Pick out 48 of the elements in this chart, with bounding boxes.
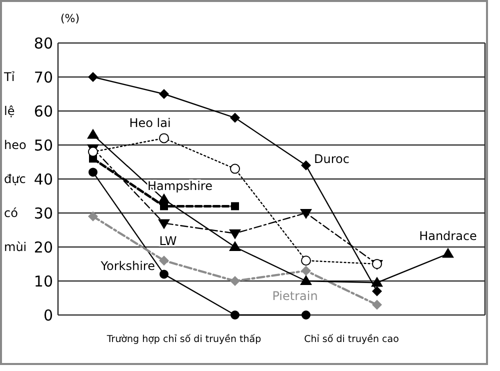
point bbox=[301, 160, 311, 170]
y-tick-label: 0 bbox=[43, 306, 53, 324]
point bbox=[88, 168, 98, 177]
point bbox=[301, 266, 311, 276]
point bbox=[158, 193, 170, 204]
point bbox=[229, 229, 241, 240]
y-tick-label: 50 bbox=[34, 136, 53, 154]
y-tick-label: 20 bbox=[34, 238, 53, 256]
y-tick-label: 80 bbox=[34, 34, 53, 52]
point bbox=[88, 146, 98, 157]
series-label: Pietrain bbox=[272, 289, 318, 303]
point bbox=[88, 211, 98, 222]
text: Trường hợp chỉ số di truyền thấp bbox=[106, 333, 262, 345]
point bbox=[88, 72, 98, 82]
series-label: Handrace bbox=[419, 229, 477, 243]
series-label: LW bbox=[159, 234, 177, 248]
point bbox=[159, 256, 169, 266]
series-label: Hampshire bbox=[148, 179, 212, 193]
y-tick-label: 10 bbox=[34, 272, 53, 290]
point bbox=[442, 248, 454, 258]
series-label: Heo lai bbox=[129, 116, 171, 130]
series-label: Yorkshire bbox=[100, 259, 155, 273]
y-tick-label: 70 bbox=[34, 68, 53, 86]
point bbox=[302, 310, 310, 320]
point bbox=[301, 256, 311, 266]
point bbox=[160, 270, 168, 279]
point bbox=[300, 275, 312, 285]
text: Chỉ số di truyền cao bbox=[304, 333, 400, 345]
text: (%) bbox=[60, 12, 80, 25]
point bbox=[159, 133, 169, 144]
y-tick-label: 30 bbox=[34, 204, 53, 222]
point bbox=[372, 300, 382, 310]
point bbox=[230, 112, 240, 123]
point bbox=[230, 164, 240, 174]
y-tick-label: 60 bbox=[34, 102, 53, 120]
series-label: Duroc bbox=[314, 152, 350, 166]
point bbox=[231, 202, 239, 210]
point bbox=[300, 209, 312, 219]
point bbox=[230, 276, 240, 286]
y-tick-label: 40 bbox=[34, 170, 53, 188]
point bbox=[159, 89, 169, 99]
text: Tỉ lệ heo đực có mùi bbox=[4, 70, 27, 254]
point bbox=[371, 276, 383, 287]
point bbox=[158, 219, 170, 230]
point bbox=[230, 310, 240, 320]
point bbox=[229, 241, 241, 251]
point bbox=[372, 286, 382, 296]
point bbox=[87, 128, 99, 139]
